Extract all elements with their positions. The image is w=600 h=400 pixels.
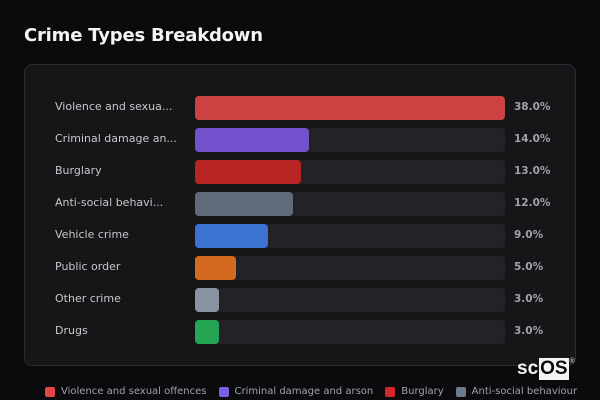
- bar-track: [195, 192, 505, 216]
- bar-fill[interactable]: [195, 160, 302, 184]
- bar-value: 14.0%: [514, 133, 551, 145]
- bar-label: Public order: [55, 260, 121, 273]
- bar-track: [195, 320, 505, 344]
- registered-mark-icon: ®: [569, 358, 575, 365]
- bar-fill[interactable]: [195, 256, 236, 280]
- bar-fill[interactable]: [195, 96, 505, 120]
- bar-label: Vehicle crime: [55, 228, 129, 241]
- bar-row[interactable]: Violence and sexua... 38.0%: [25, 96, 575, 120]
- legend-label: Violence and sexual offences: [61, 386, 207, 397]
- bar-row[interactable]: Anti-social behavi... 12.0%: [25, 192, 575, 216]
- watermark-boxed: OS: [539, 358, 569, 380]
- chart-title: Crime Types Breakdown: [24, 25, 263, 46]
- bar-label: Criminal damage an...: [55, 132, 177, 145]
- bar-value: 38.0%: [514, 101, 551, 113]
- legend-item[interactable]: Criminal damage and arson: [218, 386, 374, 397]
- legend-label: Criminal damage and arson: [234, 386, 374, 397]
- bar-value: 12.0%: [514, 197, 551, 209]
- bar-fill[interactable]: [195, 320, 220, 344]
- bar-track: [195, 256, 505, 280]
- legend-label: Burglary: [401, 386, 444, 397]
- bar-row[interactable]: Drugs 3.0%: [25, 320, 575, 344]
- bar-value: 3.0%: [514, 293, 544, 305]
- bar-row[interactable]: Burglary 13.0%: [25, 160, 575, 184]
- bar-row[interactable]: Vehicle crime 9.0%: [25, 224, 575, 248]
- bar-track: [195, 288, 505, 312]
- chart-legend: Violence and sexual offences Criminal dam…: [45, 386, 577, 397]
- bar-label: Violence and sexua...: [55, 100, 173, 113]
- bar-fill[interactable]: [195, 288, 220, 312]
- scos-watermark-logo: sc OS ®: [517, 358, 575, 380]
- bar-fill[interactable]: [195, 192, 293, 216]
- legend-item[interactable]: Burglary: [385, 386, 444, 397]
- bar-row[interactable]: Public order 5.0%: [25, 256, 575, 280]
- legend-swatch-icon: [455, 386, 466, 397]
- bar-fill[interactable]: [195, 224, 269, 248]
- legend-swatch-icon: [385, 386, 396, 397]
- bar-value: 9.0%: [514, 229, 544, 241]
- bar-label: Drugs: [55, 324, 88, 337]
- bar-label: Anti-social behavi...: [55, 196, 164, 209]
- legend-swatch-icon: [45, 386, 55, 397]
- bar-track: [195, 224, 505, 248]
- bar-value: 3.0%: [514, 325, 544, 337]
- legend-swatch-icon: [218, 386, 229, 397]
- bar-label: Burglary: [55, 164, 102, 177]
- legend-label: Anti-social behaviour: [471, 386, 578, 397]
- bar-track: [195, 96, 505, 120]
- bar-row[interactable]: Other crime 3.0%: [25, 288, 575, 312]
- bar-fill[interactable]: [195, 128, 310, 152]
- bar-row[interactable]: Criminal damage an... 14.0%: [25, 128, 575, 152]
- bar-value: 13.0%: [514, 165, 551, 177]
- bar-track: [195, 160, 505, 184]
- legend-item[interactable]: Violence and sexual offences: [45, 386, 207, 397]
- chart-card: Violence and sexua... 38.0% Criminal damag…: [24, 64, 576, 366]
- legend-item[interactable]: Anti-social behaviour: [455, 386, 578, 397]
- bar-track: [195, 128, 505, 152]
- bar-label: Other crime: [55, 292, 121, 305]
- watermark-prefix: sc: [517, 358, 539, 379]
- bar-value: 5.0%: [514, 261, 544, 273]
